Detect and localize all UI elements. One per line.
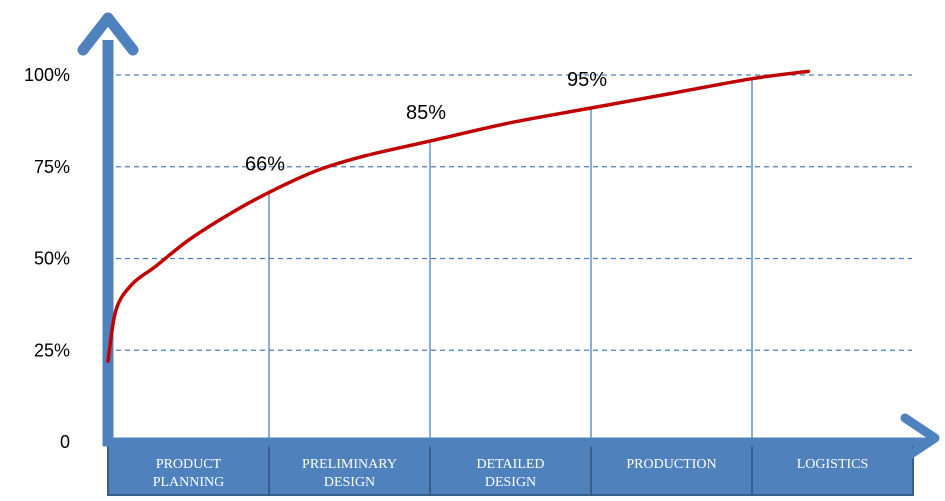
- y-tick-label: 100%: [24, 65, 70, 85]
- category-label: PRODUCTION: [626, 457, 716, 472]
- data-labels: 66% 85% 95%: [245, 69, 607, 175]
- y-tick-labels: 0 25% 50% 75% 100%: [24, 65, 70, 452]
- category-label: LOGISTICS: [797, 457, 869, 472]
- category-label: DESIGN: [485, 475, 536, 490]
- y-tick-label: 75%: [34, 157, 70, 177]
- category-label: PLANNING: [153, 475, 225, 490]
- category-label: PRELIMINARY: [302, 457, 397, 472]
- category-boxes: PRODUCT PLANNING PRELIMINARY DESIGN DETAILED…: [107, 442, 914, 496]
- data-label: 95%: [567, 69, 607, 91]
- category-label: DESIGN: [324, 475, 375, 490]
- category-label: DETAILED: [476, 457, 544, 472]
- y-axis-arrowhead: [77, 12, 139, 56]
- series-line: [106, 69, 811, 364]
- category-box: [751, 442, 914, 496]
- category-box: [107, 442, 270, 496]
- gridlines: [116, 74, 912, 351]
- data-label: 85%: [406, 102, 446, 124]
- y-tick-label: 25%: [34, 340, 70, 360]
- stage-divider-lines: [268, 78, 753, 442]
- y-tick-label: 0: [60, 432, 70, 452]
- category-label: PRODUCT: [156, 457, 222, 472]
- data-label: 66%: [245, 153, 285, 175]
- y-tick-label: 50%: [34, 249, 70, 269]
- series: [106, 69, 811, 364]
- x-axis-arrowhead: [900, 413, 940, 463]
- axes: [77, 12, 940, 463]
